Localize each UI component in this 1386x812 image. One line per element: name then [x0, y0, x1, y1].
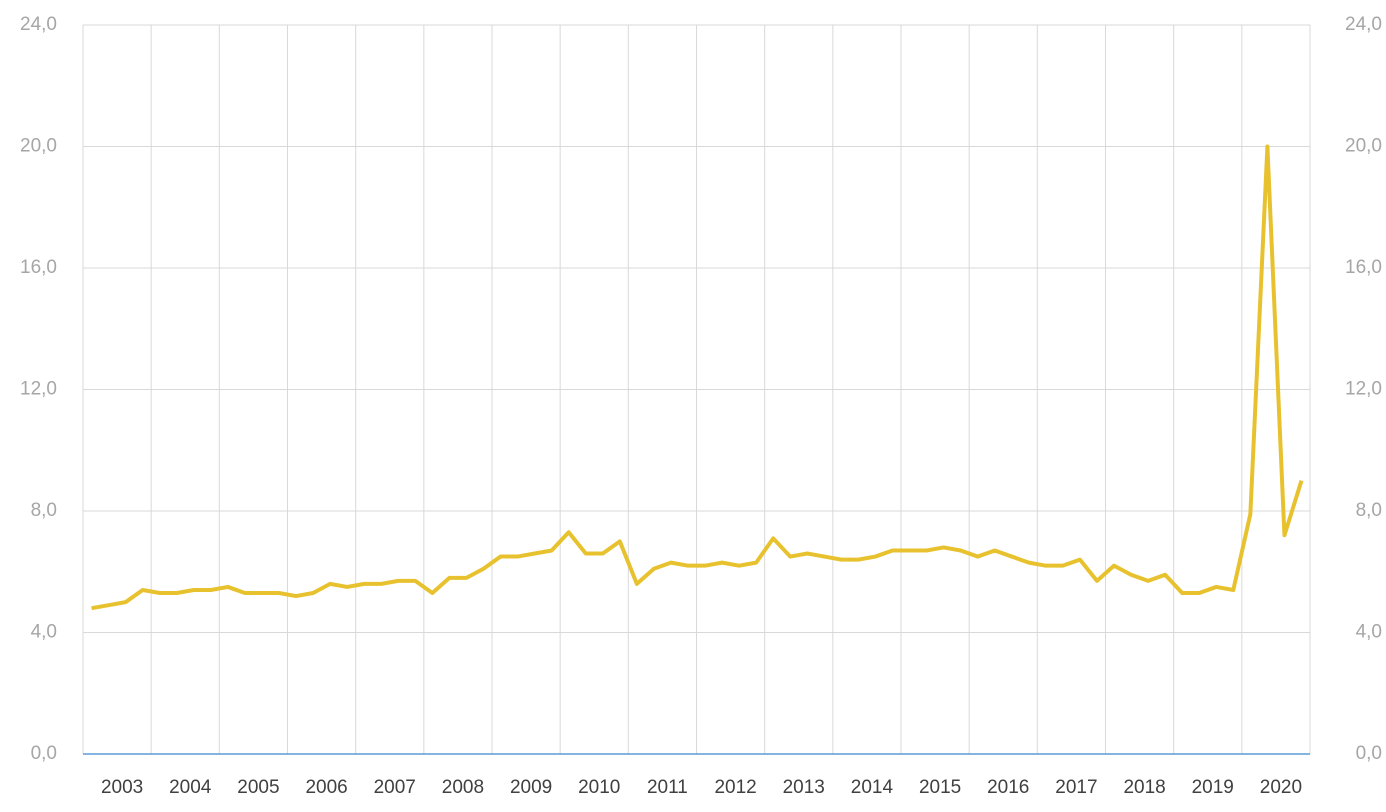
x-tick-label: 2003 — [101, 777, 143, 798]
y-tick-label: 20,0 — [20, 136, 57, 157]
x-tick-label: 2016 — [987, 777, 1029, 798]
y-tick-label: 16,0 — [20, 257, 57, 278]
x-tick-label: 2005 — [237, 777, 279, 798]
x-tick-label: 2019 — [1192, 777, 1234, 798]
x-tick-label: 2013 — [783, 777, 825, 798]
y2-tick-label: 24,0 — [1345, 14, 1382, 35]
y2-tick-label: 12,0 — [1345, 379, 1382, 400]
x-tick-label: 2015 — [919, 777, 961, 798]
x-tick-label: 2007 — [374, 777, 416, 798]
x-tick-label: 2009 — [510, 777, 552, 798]
y2-tick-label: 8,0 — [1356, 500, 1382, 521]
y2-tick-label: 4,0 — [1356, 622, 1382, 643]
x-tick-label: 2010 — [578, 777, 620, 798]
x-tick-label: 2011 — [647, 777, 688, 798]
x-tick-label: 2012 — [714, 777, 756, 798]
x-tick-label: 2006 — [305, 777, 347, 798]
y2-tick-label: 20,0 — [1345, 136, 1382, 157]
x-tick-label: 2004 — [169, 777, 212, 798]
y2-tick-label: 0,0 — [1356, 743, 1382, 764]
y-tick-label: 8,0 — [31, 500, 57, 521]
y-tick-label: 12,0 — [20, 379, 57, 400]
y2-tick-label: 16,0 — [1345, 257, 1382, 278]
x-tick-label: 2008 — [442, 777, 484, 798]
x-tick-label: 2018 — [1123, 777, 1165, 798]
x-tick-label: 2014 — [851, 777, 894, 798]
line-series — [91, 144, 1304, 611]
x-tick-label: 2020 — [1260, 777, 1302, 798]
x-tick-label: 2017 — [1055, 777, 1097, 798]
y-tick-label: 24,0 — [20, 14, 57, 35]
y-tick-label: 0,0 — [31, 743, 57, 764]
y-tick-label: 4,0 — [31, 622, 57, 643]
